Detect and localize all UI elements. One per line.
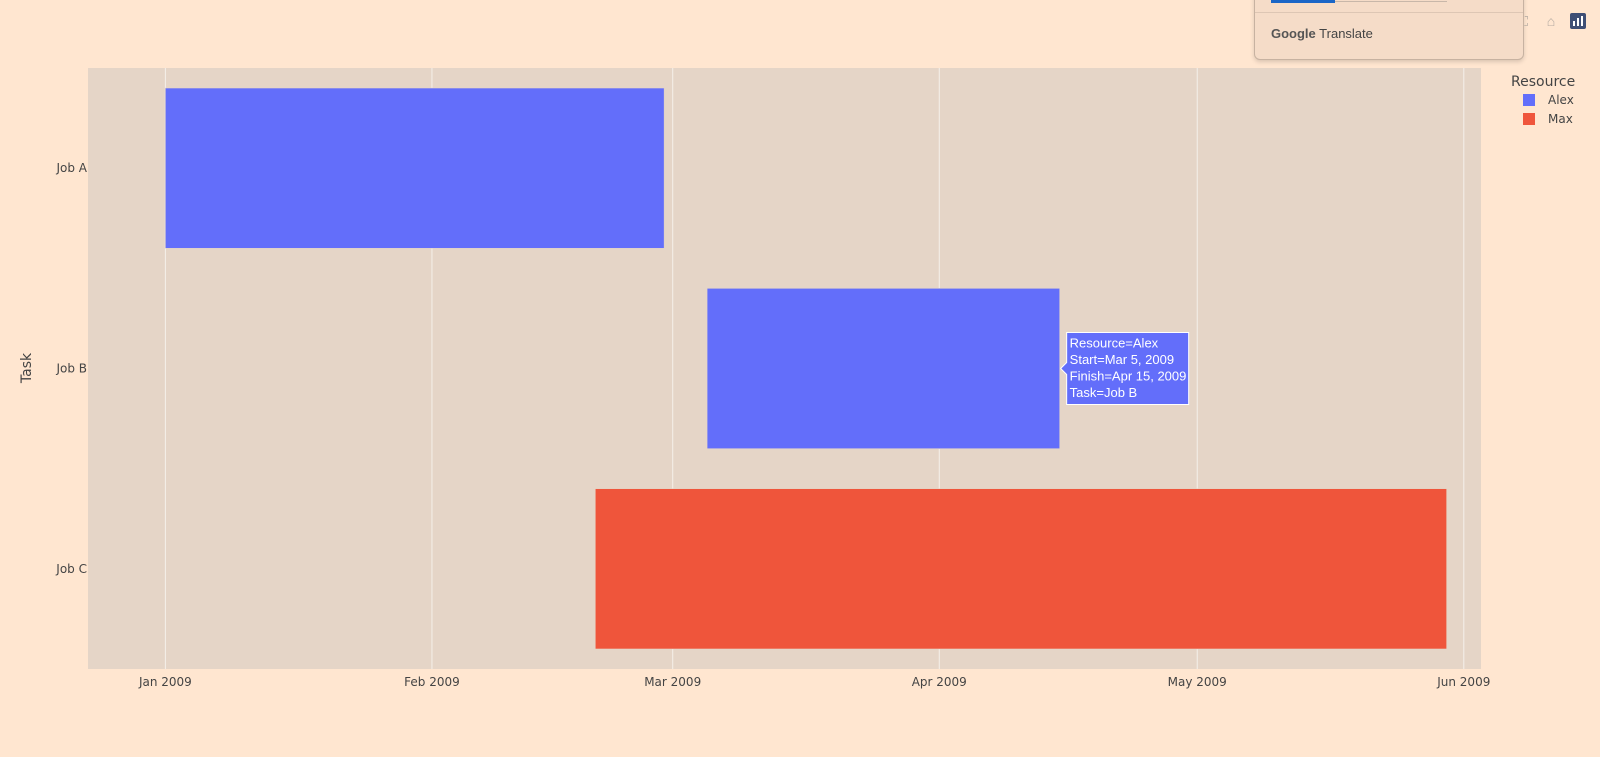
translate-active-tab[interactable] bbox=[1271, 0, 1335, 3]
home-icon[interactable]: ⌂ bbox=[1546, 13, 1556, 29]
task-bar[interactable] bbox=[595, 488, 1447, 650]
plotly-bars-icon bbox=[1573, 16, 1583, 26]
translate-brand: Google Translate bbox=[1271, 26, 1373, 41]
translate-tab-track bbox=[1271, 1, 1447, 2]
modebar: ⛶ ⌂ bbox=[1514, 12, 1586, 30]
task-bars bbox=[165, 87, 1447, 650]
x-tick-label: Apr 2009 bbox=[912, 675, 967, 689]
legend-swatch[interactable] bbox=[1523, 113, 1535, 125]
x-tick-label: May 2009 bbox=[1168, 675, 1227, 689]
x-tick-label: Mar 2009 bbox=[644, 675, 701, 689]
hover-line: Resource=Alex bbox=[1070, 336, 1159, 351]
hover-line: Finish=Apr 15, 2009 bbox=[1070, 369, 1187, 384]
legend-label[interactable]: Max bbox=[1548, 112, 1573, 126]
legend-label[interactable]: Alex bbox=[1548, 93, 1574, 107]
task-bar[interactable] bbox=[165, 87, 665, 249]
plotly-logo-icon[interactable] bbox=[1570, 13, 1586, 29]
y-tick-label: Job A bbox=[55, 161, 87, 175]
brand-translate: Translate bbox=[1319, 26, 1373, 41]
y-axis-ticks: Job A Job B Job C bbox=[55, 161, 87, 576]
x-tick-label: Feb 2009 bbox=[404, 675, 460, 689]
x-axis-ticks: Jan 2009 Feb 2009 Mar 2009 Apr 2009 May 2009… bbox=[138, 675, 1490, 689]
y-axis-title: Task bbox=[19, 352, 35, 384]
brand-google: Google bbox=[1271, 26, 1316, 41]
y-tick-label: Job C bbox=[55, 562, 87, 576]
google-translate-popup[interactable]: Google Translate bbox=[1254, 0, 1524, 60]
x-tick-label: Jun 2009 bbox=[1436, 675, 1490, 689]
task-bar[interactable] bbox=[706, 288, 1060, 449]
hover-line: Start=Mar 5, 2009 bbox=[1070, 352, 1174, 367]
legend: Resource Alex Max bbox=[1511, 74, 1575, 126]
hover-box bbox=[1059, 332, 1190, 405]
legend-swatch[interactable] bbox=[1523, 94, 1535, 106]
legend-title: Resource bbox=[1511, 74, 1575, 90]
translate-divider bbox=[1255, 12, 1523, 13]
x-tick-label: Jan 2009 bbox=[138, 675, 192, 689]
hover-line: Task=Job B bbox=[1070, 385, 1138, 400]
y-tick-label: Job B bbox=[55, 362, 87, 376]
